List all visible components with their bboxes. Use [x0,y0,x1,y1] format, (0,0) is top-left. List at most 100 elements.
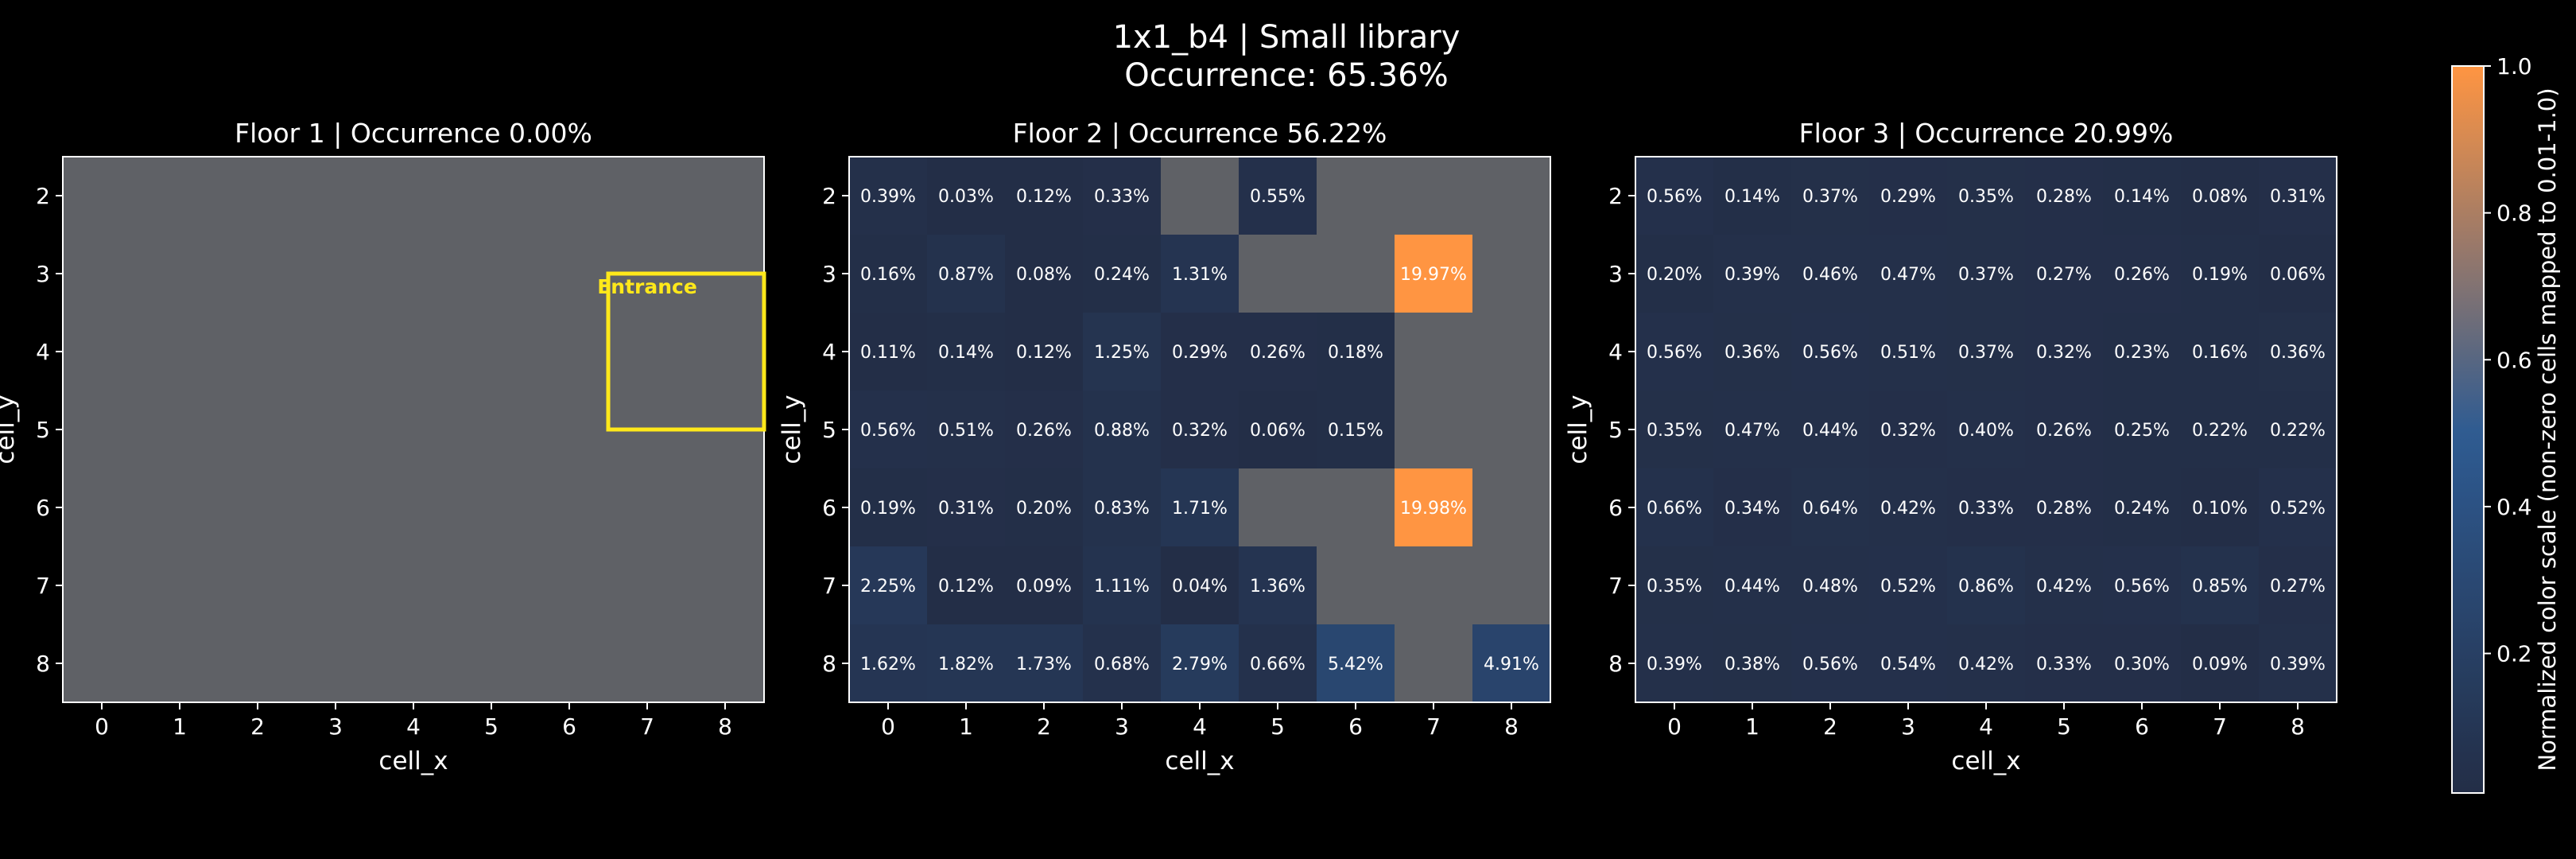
cell-value-label: 1.36% [1250,577,1305,597]
heatmap-cell [1713,624,1791,702]
x-tick-label: 4 [406,713,421,740]
x-tick-label: 1 [1745,713,1759,740]
heatmap-cell [1791,624,1869,702]
figure-title-line-2: Occurrence: 65.36% [1124,57,1448,94]
heatmap-cell [849,468,927,546]
cell-value-label: 0.64% [1802,499,1858,519]
cell-value-label: 0.51% [1880,343,1936,363]
cell-value-label: 0.42% [1880,499,1936,519]
heatmap-cell [927,391,1005,468]
heatmap-cell [2181,546,2259,624]
cell-value-label: 0.11% [860,343,916,363]
heatmap-cell [1635,468,1713,546]
x-tick-label: 0 [95,713,109,740]
colorbar-tick-label: 0.6 [2496,347,2532,373]
cell-value-label: 4.91% [1484,655,1539,674]
heatmap-cell [1869,157,1947,235]
heatmap-cell [1791,235,1869,313]
cell-value-label: 0.15% [1328,421,1383,441]
heatmap-cell [1005,157,1083,235]
heatmap-cell [1635,313,1713,391]
heatmap-cell [1713,468,1791,546]
cell-value-label: 0.25% [2114,421,2170,441]
heatmap-cell [1239,313,1317,391]
cell-value-label: 0.26% [2036,421,2092,441]
x-tick-label: 8 [2291,713,2305,740]
heatmap-cell [927,624,1005,702]
heatmap-cell [1947,391,2025,468]
cell-value-label: 1.62% [860,655,916,674]
colorbar-tick-label: 1.0 [2496,53,2532,80]
heatmap-cell [849,546,927,624]
cell-value-label: 0.04% [1172,577,1228,597]
cell-value-label: 0.56% [1802,343,1858,363]
heatmap-cell [1713,235,1791,313]
heatmap-cell [2259,546,2337,624]
cell-value-label: 0.10% [2192,499,2248,519]
colorbar-label: Normalized color scale (non-zero cells m… [2534,87,2561,771]
x-tick-label: 4 [1193,713,1207,740]
heatmap-panel-floor-1: Floor 1 | Occurrence 0.00% 0 1 2 3 4 5 6 7 8 cell_… [0,118,766,775]
cell-value-label: 0.24% [1094,265,1150,285]
heatmap-cell [927,235,1005,313]
x-axis-label: cell_x [1165,747,1234,775]
cell-value-label: 0.32% [2036,343,2092,363]
heatmap-cell [1005,391,1083,468]
cell-value-label: 0.27% [2036,265,2092,285]
heatmap-cell [927,546,1005,624]
heatmap-cell [2181,391,2259,468]
x-tick-label: 3 [328,713,343,740]
y-tick-label: 8 [1608,651,1623,677]
x-axis-label: cell_x [1951,747,2020,775]
cell-value-label: 0.38% [1724,655,1780,674]
cell-value-label: 0.16% [2192,343,2248,363]
cell-value-label: 0.31% [2270,187,2326,207]
heatmap-cell [1713,546,1791,624]
heatmap-cell [1239,546,1317,624]
cell-value-label: 0.39% [1647,655,1702,674]
cell-value-label: 0.68% [1094,655,1150,674]
heatmap-cell [1713,157,1791,235]
cell-value-label: 0.12% [938,577,994,597]
x-tick-label: 4 [1979,713,1993,740]
cell-value-label: 0.87% [938,265,994,285]
cell-value-label: 0.06% [1250,421,1305,441]
cell-value-label: 0.56% [1647,343,1702,363]
cell-value-label: 0.31% [938,499,994,519]
x-tick-label: 0 [881,713,895,740]
heatmap-cell [1791,468,1869,546]
heatmap-cell [2103,235,2181,313]
heatmap-cell [849,313,927,391]
cell-value-label: 0.32% [1880,421,1936,441]
entrance-label: Entrance [597,275,697,298]
cell-value-label: 1.31% [1172,265,1228,285]
cell-value-label: 0.56% [1647,187,1702,207]
cell-value-label: 0.42% [1958,655,2014,674]
heatmap-panels: Floor 1 | Occurrence 0.00% 0 1 2 3 4 5 6 7 8 cell_… [0,118,2337,775]
x-tick-label: 7 [640,713,654,740]
heatmap-cell [2259,235,2337,313]
cell-value-label: 0.55% [1250,187,1305,207]
cell-value-label: 0.03% [938,187,994,207]
heatmap-cell [1161,624,1239,702]
heatmap-cell [2025,624,2103,702]
cell-value-label: 0.44% [1802,421,1858,441]
colorbar-gradient [2451,65,2485,794]
heatmap-cell [1161,391,1239,468]
heatmap-cell [1239,624,1317,702]
cell-value-label: 0.39% [860,187,916,207]
heatmap-cell [2025,391,2103,468]
heatmap-cell [1161,313,1239,391]
cell-value-label: 0.46% [1802,265,1858,285]
heatmap-cell [2103,546,2181,624]
x-tick-label: 7 [2213,713,2227,740]
x-tick-label: 5 [2057,713,2071,740]
heatmap-cell [1395,235,1472,313]
heatmap-cell [1869,468,1947,546]
y-tick-label: 6 [1608,495,1623,521]
heatmap-cell [1947,468,2025,546]
heatmap-cell [1083,313,1161,391]
x-tick-label: 8 [1504,713,1519,740]
cell-value-label: 0.14% [1724,187,1780,207]
x-tick-label: 1 [959,713,973,740]
